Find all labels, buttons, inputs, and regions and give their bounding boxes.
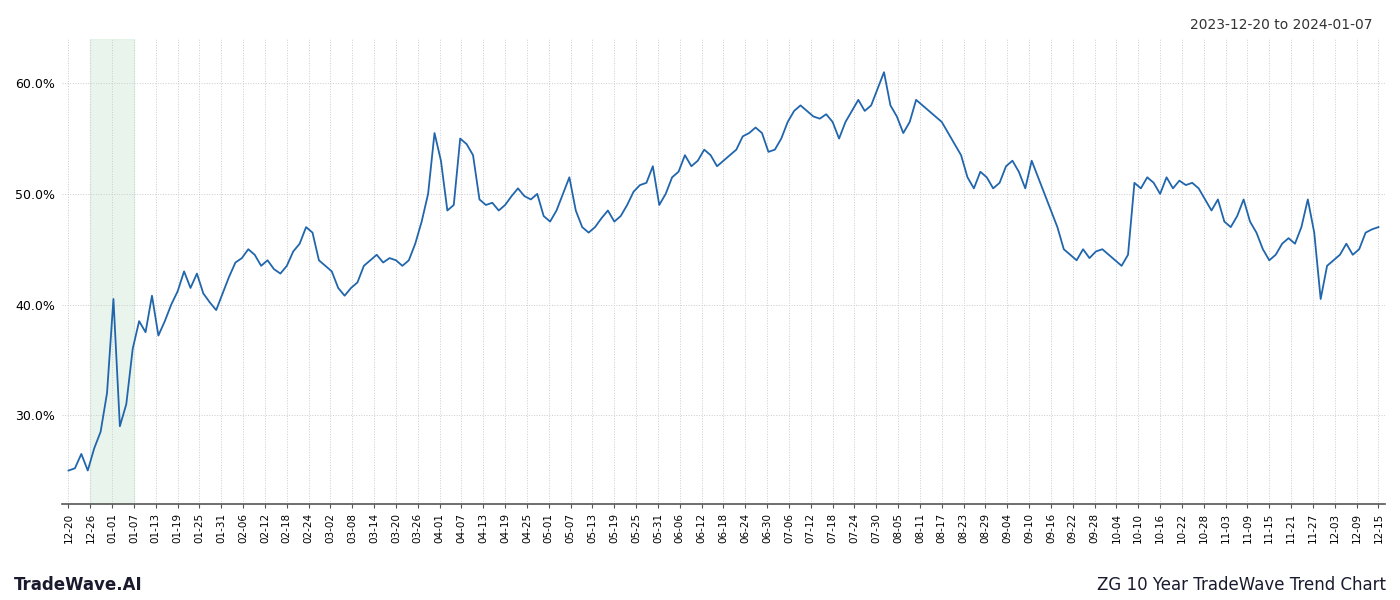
Text: 2023-12-20 to 2024-01-07: 2023-12-20 to 2024-01-07 — [1190, 18, 1372, 32]
Text: ZG 10 Year TradeWave Trend Chart: ZG 10 Year TradeWave Trend Chart — [1098, 576, 1386, 594]
Text: TradeWave.AI: TradeWave.AI — [14, 576, 143, 594]
Bar — [91, 39, 134, 504]
